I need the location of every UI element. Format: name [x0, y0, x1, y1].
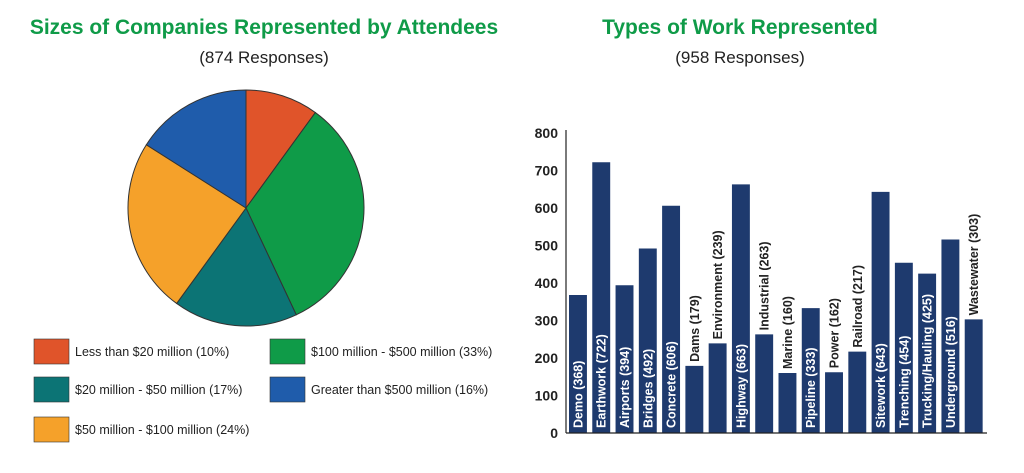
bar [894, 262, 913, 433]
bar [685, 365, 704, 433]
pie-slice [245, 111, 365, 316]
bar-label: Dams (179) [688, 295, 702, 362]
pie-slice [145, 89, 247, 209]
bar-label: Sitework (643) [874, 343, 888, 428]
y-tick-label: 800 [535, 125, 559, 141]
bar [569, 295, 587, 433]
legend-swatch [33, 416, 70, 443]
bar-label: Marine (160) [781, 296, 795, 369]
y-tick-label: 100 [535, 388, 559, 404]
bar-label: Wastewater (303) [967, 214, 981, 316]
bar-chart-subtitle: (958 Responses) [675, 48, 805, 67]
y-tick-label: 200 [535, 350, 559, 366]
y-tick-label: 300 [535, 313, 559, 329]
legend-label: Greater than $500 million (16%) [311, 383, 488, 397]
pie-chart [127, 89, 365, 327]
legend-swatch [33, 376, 70, 403]
y-tick-label: 0 [550, 425, 558, 441]
bar [964, 319, 983, 433]
bar-label: Railroad (217) [851, 265, 865, 348]
y-tick-label: 600 [535, 200, 559, 216]
bar [801, 308, 820, 433]
bar-label: Environment (239) [711, 230, 725, 339]
bar-label: Concrete (606) [665, 341, 679, 428]
pie-legend: Less than $20 million (10%) $100 million … [33, 338, 492, 443]
bar [918, 273, 937, 433]
bar [638, 248, 657, 433]
bar [708, 343, 727, 433]
bar-label: Bridges (492) [641, 349, 655, 428]
legend-swatch [269, 376, 306, 403]
bar-label: Power (162) [828, 298, 842, 368]
bar [848, 351, 867, 433]
legend-label: Less than $20 million (10%) [75, 345, 229, 359]
y-tick-label: 500 [535, 238, 559, 254]
bar-label: Highway (663) [734, 344, 748, 428]
bar-label: Underground (516) [944, 316, 958, 428]
legend-label: $20 million - $50 million (17%) [75, 383, 242, 397]
bar-label: Earthwork (722) [595, 334, 609, 428]
bar-label: Demo (368) [571, 361, 585, 428]
legend-label: $100 million - $500 million (33%) [311, 345, 492, 359]
bar [592, 162, 611, 433]
bar [662, 205, 681, 433]
y-tick-label: 400 [535, 275, 559, 291]
bar-label: Pipeline (333) [804, 347, 818, 428]
pie-slice [245, 89, 317, 210]
bar [825, 372, 843, 433]
bar [941, 239, 960, 433]
bar-label: Industrial (263) [758, 241, 772, 330]
legend-label: $50 million - $100 million (24%) [75, 423, 249, 437]
bar [778, 373, 797, 433]
bar-chart-title: Types of Work Represented [602, 16, 878, 39]
pie-chart-subtitle: (874 Responses) [199, 48, 329, 67]
bar-label: Airports (394) [618, 347, 632, 428]
bar [755, 334, 774, 433]
legend-swatch [33, 338, 70, 365]
pie-slice [127, 144, 247, 305]
bar [731, 184, 750, 433]
bar-label: Trenching (454) [897, 336, 911, 428]
legend-swatch [269, 338, 306, 365]
bar [871, 191, 890, 433]
bar-label: Trucking/Hauling (425) [921, 294, 935, 428]
pie-slice [175, 207, 297, 327]
bar [615, 285, 634, 433]
bar-chart: 0 100 200 300 400 500 600 700 800 Demo (368) Earth… [535, 125, 987, 441]
pie-chart-title: Sizes of Companies Represented by Attend… [29, 16, 499, 39]
y-tick-label: 700 [535, 163, 559, 179]
